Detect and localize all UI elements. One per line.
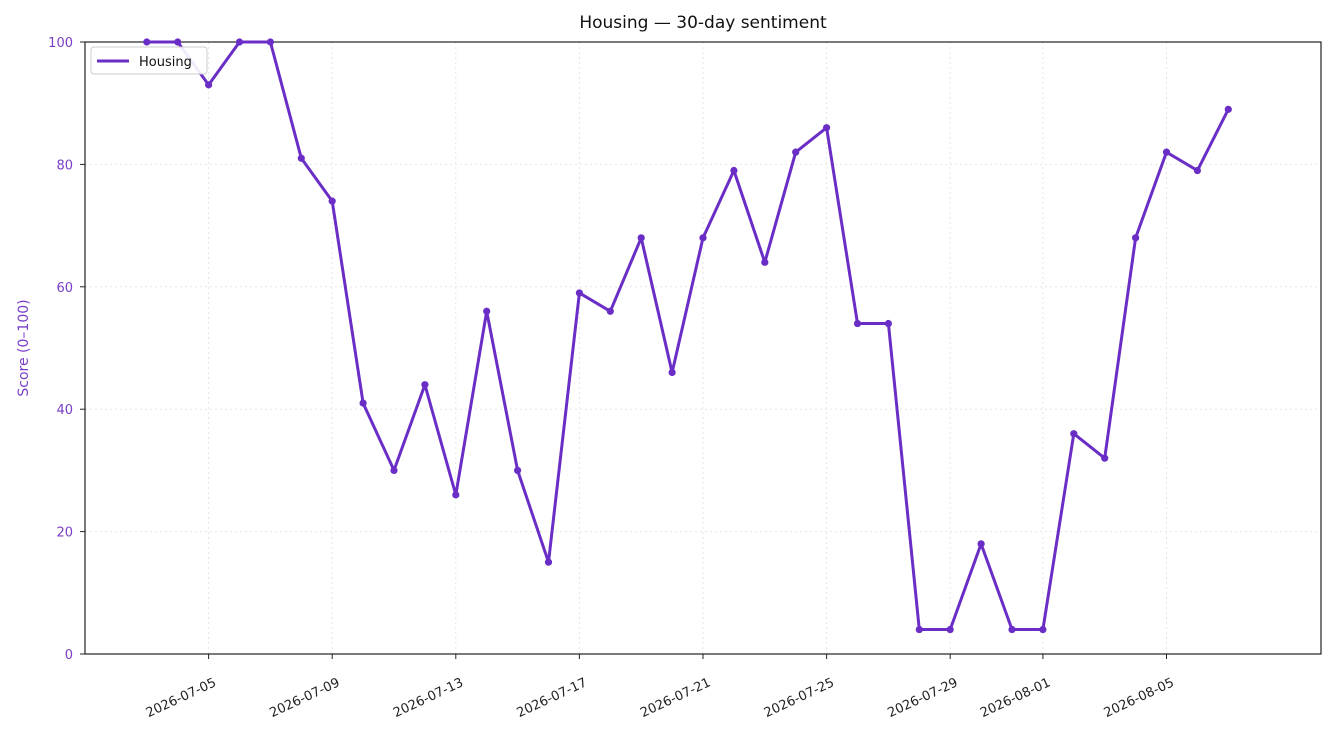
series-line-housing (145, 40, 1230, 632)
data-point (390, 466, 398, 474)
data-point (1162, 148, 1171, 156)
data-point (328, 197, 336, 205)
data-point (761, 258, 769, 266)
legend-label-housing: Housing (139, 55, 192, 70)
data-point (1132, 234, 1140, 242)
y-tick-label: 100 (48, 36, 73, 51)
data-point (730, 166, 738, 175)
data-point (1193, 166, 1201, 175)
data-point (884, 319, 893, 328)
series-layer (143, 38, 1232, 634)
y-tick-label: 0 (65, 648, 73, 663)
chart-title: Housing — 30-day sentiment (579, 13, 827, 33)
data-point (143, 38, 151, 46)
data-point (266, 38, 274, 46)
data-point (823, 124, 831, 132)
data-point (421, 381, 429, 389)
data-point (637, 234, 645, 242)
data-point (235, 38, 244, 46)
data-point (792, 148, 800, 156)
data-point (915, 625, 923, 634)
data-point (544, 558, 553, 566)
data-point (1039, 625, 1047, 634)
data-point (575, 289, 584, 297)
data-point (977, 540, 985, 548)
data-point (514, 466, 522, 474)
data-point (1008, 625, 1016, 634)
y-tick-label: 60 (56, 281, 73, 296)
data-point (668, 368, 676, 377)
data-point (946, 625, 954, 634)
data-point (297, 154, 305, 162)
y-tick-label: 20 (56, 526, 73, 541)
y-tick-label: 80 (56, 158, 73, 173)
data-point (1224, 105, 1232, 113)
grid-layer (85, 41, 1321, 655)
data-point (452, 491, 460, 499)
data-point (853, 319, 862, 328)
legend: Housing (90, 46, 208, 75)
y-axis-label: Score (0–100) (16, 299, 32, 396)
data-point (483, 307, 491, 315)
data-point (699, 234, 707, 242)
legend-box (90, 46, 208, 75)
data-point (1070, 430, 1078, 438)
data-point (359, 399, 367, 407)
y-tick-label: 40 (56, 403, 73, 418)
data-point (205, 81, 213, 89)
data-point (174, 38, 182, 46)
data-point (606, 307, 614, 315)
data-point (1101, 454, 1109, 462)
